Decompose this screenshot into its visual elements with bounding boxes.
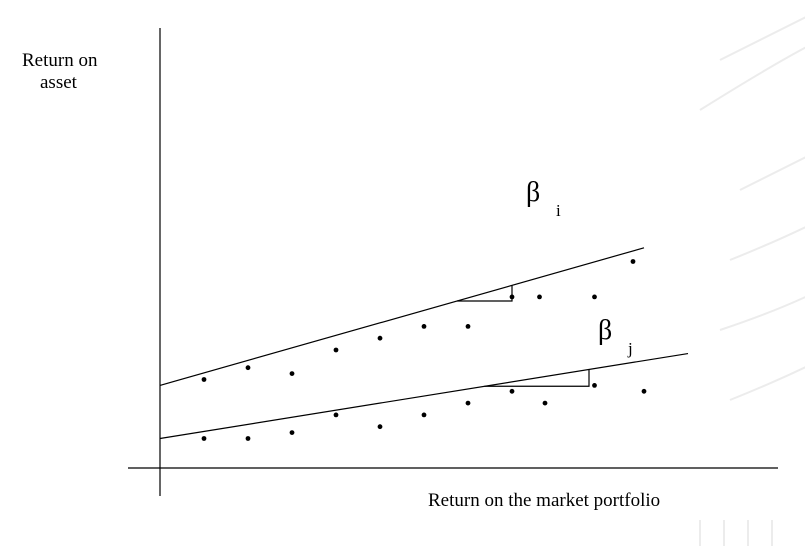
watermark-stroke [699, 46, 805, 111]
y-axis-label-line2: asset [40, 72, 77, 93]
data-point-i [289, 371, 295, 376]
data-point-i [421, 324, 427, 329]
data-point-i [377, 335, 383, 341]
regression-lines [159, 247, 689, 440]
data-points [201, 259, 647, 441]
data-point-i [630, 259, 636, 264]
data-point-i [465, 324, 471, 329]
data-point-j [465, 400, 471, 406]
data-point-j [592, 383, 597, 388]
data-point-j [641, 388, 647, 394]
watermark-stroke [739, 156, 805, 191]
beta-j-slope-triangle [484, 369, 590, 387]
beta-i-slope-triangle [457, 285, 513, 302]
data-point-i [245, 365, 251, 371]
data-point-j [509, 388, 515, 394]
data-point-i [509, 294, 515, 300]
data-point-j [201, 436, 207, 441]
data-point-j [421, 412, 427, 418]
beta-j-symbol: β [598, 315, 613, 346]
regression-line-j [159, 352, 689, 440]
background-watermark [699, 16, 805, 546]
watermark-stroke [729, 226, 805, 261]
x-axis-label: Return on the market portfolio [428, 490, 661, 511]
data-point-j [289, 430, 295, 435]
data-point-j [245, 436, 251, 441]
y-axis-label-line1: Return on [22, 50, 98, 71]
data-point-i [333, 347, 339, 353]
watermark-stroke [719, 16, 805, 61]
data-point-i [201, 377, 207, 382]
data-point-i [537, 294, 542, 300]
data-point-j [333, 412, 339, 418]
beta-j-subscript: j [628, 339, 633, 358]
watermark-stroke [729, 366, 805, 401]
data-point-j [542, 400, 548, 406]
data-point-j [377, 424, 383, 430]
beta-i-symbol: β [526, 177, 541, 208]
beta-i-subscript: i [556, 201, 561, 220]
regression-line-i [159, 247, 645, 386]
data-point-i [592, 294, 597, 300]
watermark-stroke [719, 296, 805, 331]
